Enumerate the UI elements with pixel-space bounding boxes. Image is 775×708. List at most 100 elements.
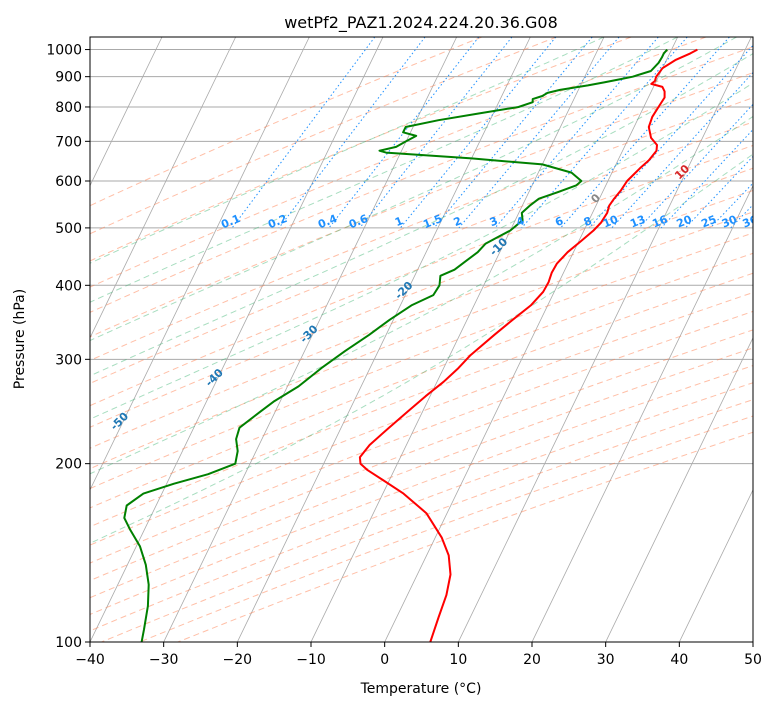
temperature-profile-line: [358, 48, 698, 642]
y-axis-title: Pressure (hPa): [12, 289, 28, 389]
mixing-ratio-line: [560, 37, 730, 229]
dry-adiabat-line: [90, 347, 753, 599]
dry-adiabat-line: [90, 232, 753, 490]
mixing-ratio-line: [399, 37, 557, 229]
mixing-ratio-line: [660, 128, 753, 229]
mixing-ratio-line: [231, 37, 376, 229]
isotherm-line: [678, 488, 753, 642]
mixing-ratio-label: 8: [582, 214, 594, 229]
dry-adiabat-line: [90, 252, 753, 509]
dry-adiabat-line: [90, 329, 753, 582]
warm-label: 0: [588, 191, 603, 206]
mixing-ratio-label: 0.1: [219, 212, 242, 231]
isotherm-line: [531, 184, 753, 642]
moist-adiabat-line: [90, 52, 753, 377]
mixing-ratio-line: [359, 37, 513, 229]
isotherm-line: [236, 37, 531, 642]
mixing-ratio-line: [521, 37, 688, 229]
x-tick-label: 50: [744, 652, 762, 668]
y-tick-label: 300: [55, 352, 82, 368]
y-tick-label: 600: [55, 174, 82, 190]
x-tick-label: 30: [597, 652, 615, 668]
dry-adiabat-line: [90, 365, 753, 615]
dry-adiabat-line: [90, 46, 753, 313]
moist-adiabat-line: [90, 115, 753, 475]
mixing-ratio-line: [588, 44, 753, 229]
y-tick-label: 400: [55, 278, 82, 294]
mixing-ratio-line: [709, 182, 753, 229]
isotherm-line: [752, 641, 753, 642]
x-tick-label: −20: [223, 652, 253, 668]
mixing-ratio-line: [751, 225, 753, 229]
dry-adiabat-line: [90, 272, 753, 528]
mixing-ratio-label: 2: [452, 214, 464, 229]
moist-adiabat-line: [90, 37, 605, 264]
mixing-ratio-label: 13: [628, 213, 647, 231]
mixing-ratio-label: 0.4: [316, 212, 339, 231]
y-tick-label: 500: [55, 221, 82, 237]
mixing-ratio-label: 10: [601, 213, 620, 231]
dewpoint-profile-line: [123, 48, 668, 642]
dry-adiabat-line: [90, 72, 753, 338]
y-tick-label: 700: [55, 134, 82, 150]
moist-adiabat-line: [90, 153, 753, 544]
isotherm-line: [90, 37, 237, 339]
x-tick-label: −30: [149, 652, 179, 668]
x-axis-title: Temperature (°C): [360, 681, 482, 697]
wet-bulb-label: -60: [13, 453, 36, 476]
x-tick-label: 0: [380, 652, 389, 668]
isotherm-line: [310, 37, 605, 642]
mixing-ratio-label: 3: [488, 214, 500, 229]
moist-adiabat-line: [90, 37, 737, 342]
mixing-ratio-label: 1.5: [421, 212, 444, 231]
dry-adiabat-line: [90, 37, 707, 288]
x-tick-label: 40: [670, 652, 688, 668]
warm-label: 20: [760, 132, 775, 152]
mixing-ratio-line: [611, 71, 753, 229]
dry-adiabat-line: [90, 121, 753, 384]
mixing-ratio-line: [638, 103, 753, 229]
mixing-ratio-label: 6: [553, 214, 565, 229]
y-tick-label: 100: [55, 635, 82, 651]
wet-bulb-label: -20: [392, 279, 415, 302]
x-tick-label: −10: [296, 652, 326, 668]
isotherm-line: [90, 37, 163, 187]
mixing-ratio-line: [278, 37, 426, 229]
wet-bulb-label: -50: [108, 410, 131, 433]
dry-adiabat-line: [90, 167, 753, 428]
mixing-ratio-label: 36: [741, 213, 760, 231]
plot-frame: [89, 36, 754, 643]
mixing-ratio-label: 25: [699, 213, 718, 231]
isotherm-line: [605, 336, 753, 642]
moist-adiabat-line: [90, 37, 678, 303]
y-tick-label: 800: [55, 100, 82, 116]
isotherm-line: [90, 37, 310, 491]
wet-bulb-label: -30: [297, 322, 320, 345]
y-tick-label: 200: [55, 457, 82, 473]
dry-adiabat-line: [90, 37, 632, 262]
wet-bulb-label: -10: [487, 235, 510, 258]
x-tick-label: −40: [75, 652, 105, 668]
isotherm-line: [384, 37, 679, 642]
mixing-ratio-label: 20: [675, 213, 694, 231]
mixing-ratio-label: 30: [720, 213, 739, 231]
mixing-ratio-line: [433, 37, 593, 229]
y-tick-label: 1000: [46, 43, 82, 59]
x-tick-label: 20: [523, 652, 541, 668]
dry-adiabat-line: [90, 189, 753, 449]
chart-title: wetPf2_PAZ1.2024.224.20.36.G08: [284, 13, 558, 33]
dry-adiabat-line: [90, 310, 753, 564]
isotherm-line: [457, 37, 752, 642]
wet-bulb-label: -40: [203, 366, 226, 389]
mixing-ratio-line: [458, 37, 620, 229]
dry-adiabat-line: [90, 211, 753, 470]
y-tick-label: 900: [55, 70, 82, 86]
mixing-ratio-line: [494, 37, 659, 229]
dry-adiabat-line: [90, 144, 753, 407]
dry-adiabat-line: [90, 37, 557, 235]
dry-adiabat-line: [90, 291, 753, 546]
isotherm-line: [90, 37, 384, 642]
isotherm-line: [163, 37, 458, 642]
x-tick-label: 10: [449, 652, 467, 668]
